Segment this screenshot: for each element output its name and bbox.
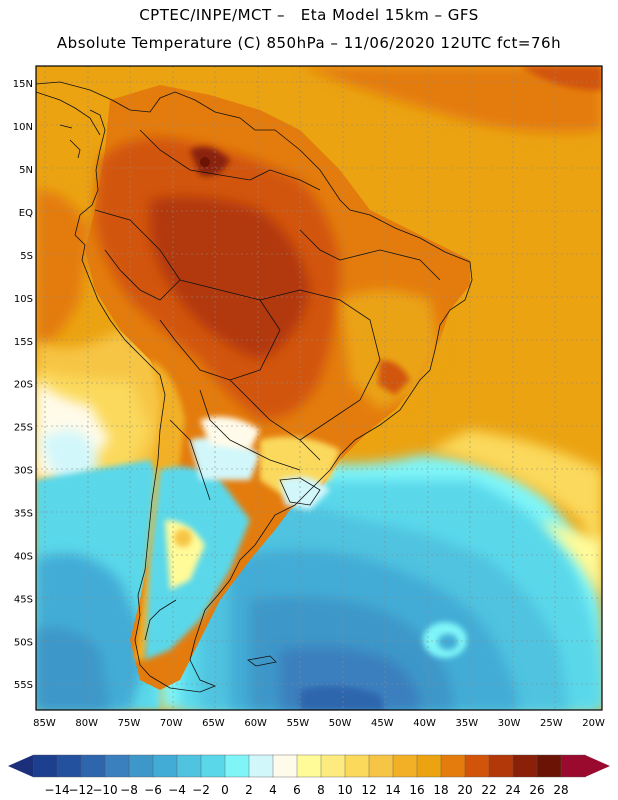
lon-tick-label: 30W — [498, 718, 521, 729]
lon-tick-label: 20W — [582, 718, 605, 729]
lat-tick-label: 45S — [14, 594, 33, 605]
colorbar-cell — [512, 754, 538, 778]
colorbar-right-arrow — [585, 755, 610, 777]
colorbar-label: −10 — [92, 783, 117, 797]
colorbar-label: 18 — [433, 783, 448, 797]
grid-lines — [36, 66, 602, 710]
colorbar-label: 12 — [361, 783, 376, 797]
colorbar-label: 26 — [529, 783, 544, 797]
colorbar-label: 14 — [385, 783, 400, 797]
lon-tick-label: 60W — [244, 718, 267, 729]
temperature-map: 15N 10N 5N EQ 5S 10S 15S 20S 25S 30S 35S 40S 45S 50S 5… — [13, 65, 605, 729]
lat-tick-label: 35S — [14, 509, 33, 520]
lat-tick-label: 5S — [20, 251, 33, 262]
colorbar-label: −4 — [168, 783, 186, 797]
colorbar-label: 24 — [505, 783, 520, 797]
colorbar-cell — [56, 754, 82, 778]
colorbar-cell — [320, 754, 346, 778]
colorbar-cell — [104, 754, 130, 778]
lat-tick-label: 50S — [14, 637, 33, 648]
colorbar-label: 16 — [409, 783, 424, 797]
lat-tick-label: 15N — [13, 79, 33, 90]
colorbar-cell — [464, 754, 490, 778]
colorbar-label: 28 — [553, 783, 568, 797]
lat-tick-label: 55S — [14, 680, 33, 691]
lon-tick-label: 80W — [75, 718, 98, 729]
colorbar-cell — [392, 754, 418, 778]
title-line-2: Absolute Temperature (C) 850hPa – 11/06/… — [56, 34, 562, 52]
colorbar-label: −14 — [44, 783, 69, 797]
colorbar-label: 8 — [317, 783, 325, 797]
colorbar-label: 6 — [293, 783, 301, 797]
lat-tick-label: 20S — [14, 380, 33, 391]
lat-tick-label: 15S — [14, 337, 33, 348]
lon-tick-label: 55W — [287, 718, 310, 729]
colorbar-cell — [560, 754, 586, 778]
colorbar-cell — [128, 754, 154, 778]
lon-tick-label: 75W — [118, 718, 141, 729]
colorbar-cell — [440, 754, 466, 778]
lon-tick-label: 65W — [202, 718, 225, 729]
coastlines-borders — [36, 81, 473, 693]
colorbar-cell — [224, 754, 250, 778]
colorbar-label: −2 — [192, 783, 210, 797]
colorbar-cell — [80, 754, 106, 778]
title-line-1: CPTEC/INPE/MCT – Eta Model 15km – GFS — [139, 6, 479, 24]
colorbar-cell — [344, 754, 370, 778]
colorbar-label: −8 — [120, 783, 138, 797]
colorbar-label: 20 — [457, 783, 472, 797]
lat-tick-label: 10S — [14, 294, 33, 305]
lon-tick-label: 45W — [371, 718, 394, 729]
lat-tick-label: 10N — [13, 122, 33, 133]
colorbar-label: 4 — [269, 783, 277, 797]
lon-tick-label: 70W — [160, 718, 183, 729]
lon-tick-label: 25W — [540, 718, 563, 729]
colorbar-cell — [272, 754, 298, 778]
temperature-field — [36, 66, 602, 710]
colorbar-label: 10 — [337, 783, 352, 797]
lon-tick-label: 40W — [413, 718, 436, 729]
lat-tick-label: 40S — [14, 551, 33, 562]
colorbar-cell — [176, 754, 202, 778]
colorbar-label: 0 — [221, 783, 229, 797]
colorbar-cell — [536, 754, 562, 778]
colorbar-cell — [296, 754, 322, 778]
lat-tick-label: 5N — [19, 165, 33, 176]
colorbar-label: −6 — [144, 783, 162, 797]
colorbar-label: 22 — [481, 783, 496, 797]
lon-tick-label: 50W — [329, 718, 352, 729]
map-frame — [35, 65, 603, 711]
lat-tick-label: 25S — [14, 423, 33, 434]
lon-tick-label: 85W — [33, 718, 56, 729]
colorbar-cell — [248, 754, 274, 778]
latitude-labels: 15N 10N 5N EQ 5S 10S 15S 20S 25S 30S 35S 40S 45S 50S 5… — [13, 79, 33, 691]
colorbar-cell — [200, 754, 226, 778]
colorbar-label: −12 — [68, 783, 93, 797]
colorbar-cell — [368, 754, 394, 778]
lon-tick-label: 35W — [456, 718, 479, 729]
temperature-colorbar: −14−12−10 −8 −6 −4 −2 0 2 4 6 8 10 12 14 16 18 20 22 24 26… — [8, 754, 610, 797]
lat-tick-label: 30S — [14, 466, 33, 477]
colorbar-label: 2 — [245, 783, 253, 797]
colorbar-cell — [32, 754, 58, 778]
colorbar-cell — [152, 754, 178, 778]
colorbar-cell — [416, 754, 442, 778]
colorbar-left-arrow — [8, 755, 33, 777]
longitude-labels: 85W 80W 75W 70W 65W 60W 55W 50W 45W 40W 35W 30W 25W 2… — [33, 718, 605, 729]
colorbar-cell — [488, 754, 514, 778]
lat-tick-label: EQ — [19, 208, 33, 219]
